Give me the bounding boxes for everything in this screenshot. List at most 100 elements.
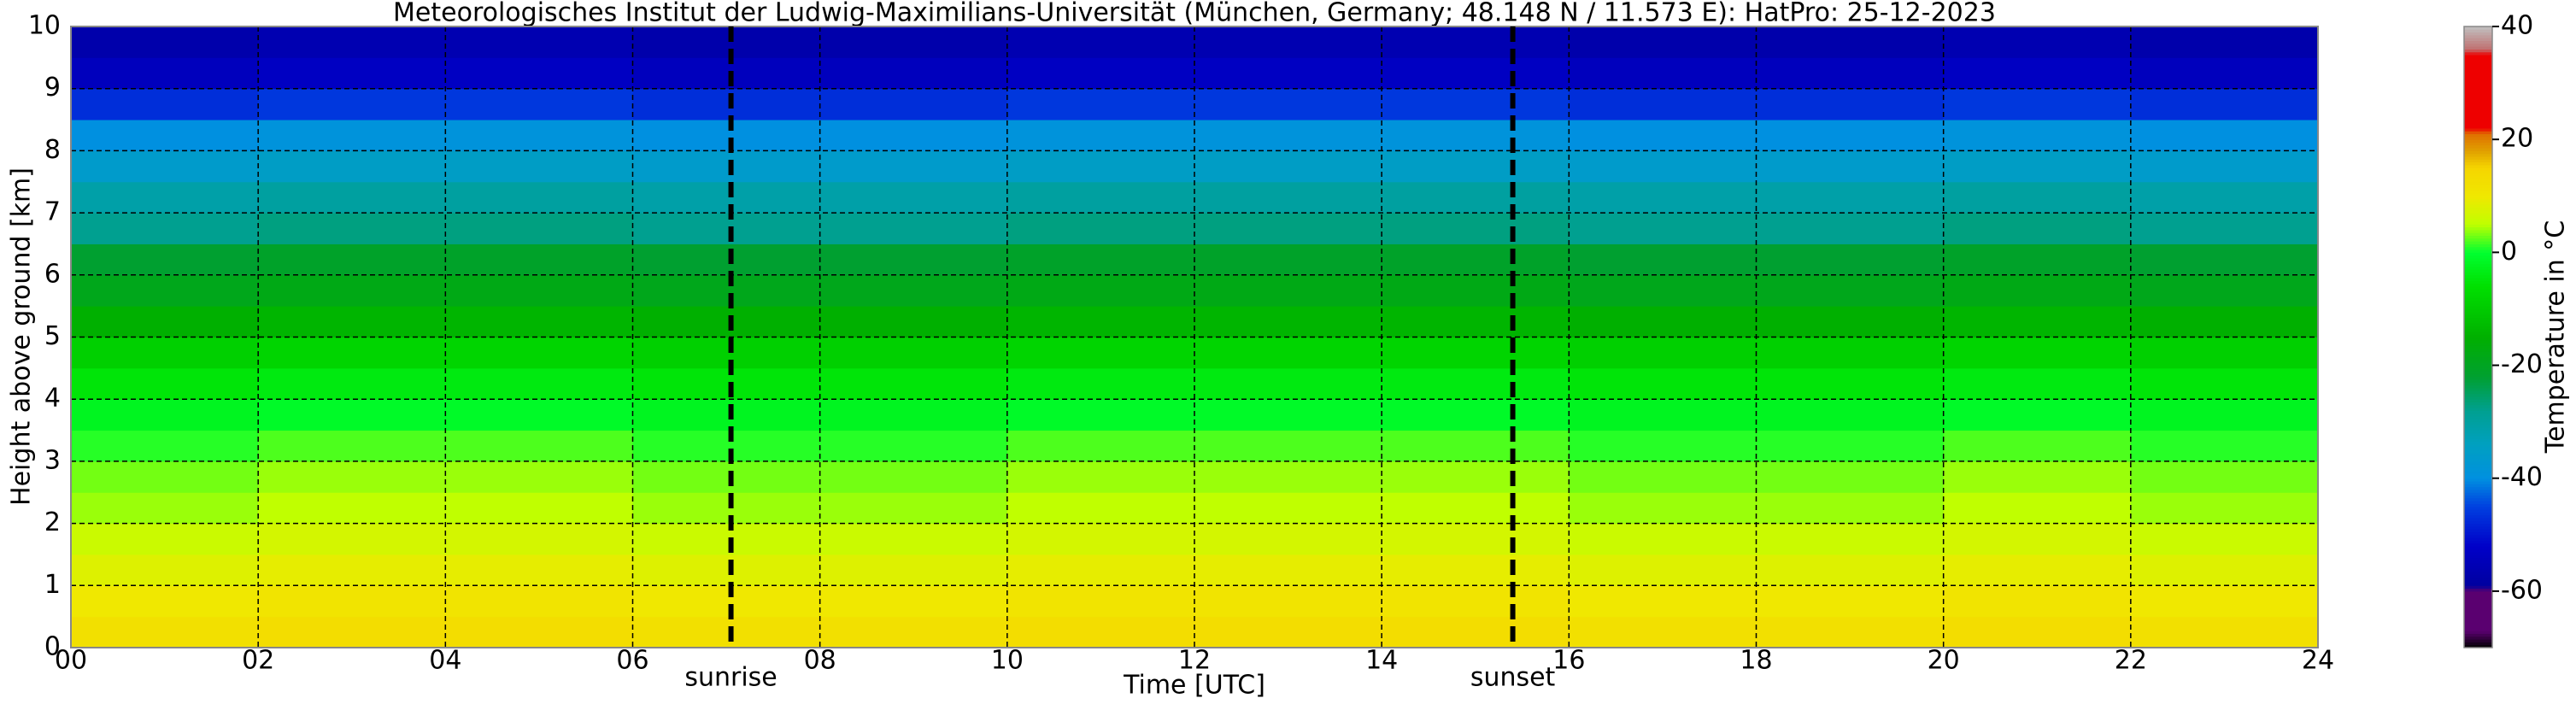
colorbar-segment <box>2464 114 2492 118</box>
colorbar-segment <box>2464 71 2492 75</box>
colorbar-segment <box>2464 531 2492 536</box>
colorbar-segment <box>2464 501 2492 504</box>
colorbar-segment <box>2464 534 2492 538</box>
heatmap-cell <box>445 554 633 586</box>
heatmap-cell <box>1382 367 1570 400</box>
heatmap-cell <box>2130 274 2319 307</box>
heatmap-cell <box>1569 585 1757 618</box>
colorbar-segment <box>2464 579 2492 584</box>
colorbar-segment <box>2464 286 2492 290</box>
colorbar-segment <box>2464 622 2492 626</box>
colorbar-segment <box>2464 302 2492 307</box>
heatmap-cell <box>1569 399 1757 431</box>
colorbar-segment <box>2464 582 2492 586</box>
colorbar-segment <box>2464 317 2492 321</box>
heatmap-cell <box>258 88 446 120</box>
heatmap-cell <box>1756 213 1945 244</box>
colorbar-segment <box>2464 125 2492 129</box>
heatmap-cell <box>258 181 446 214</box>
colorbar-segment <box>2464 38 2492 42</box>
heatmap-cell <box>2130 367 2319 400</box>
colorbar-segment <box>2464 376 2492 380</box>
heatmap-cell <box>445 120 633 151</box>
colorbar-segment <box>2464 144 2492 149</box>
colorbar-segment <box>2464 320 2492 324</box>
colorbar-segment <box>2464 34 2492 38</box>
colorbar-label: Temperature in °C <box>2541 220 2571 454</box>
colorbar-segment <box>2464 432 2492 437</box>
colorbar-segment <box>2464 322 2492 326</box>
heatmap-cell <box>819 585 1008 618</box>
heatmap-cell <box>1756 274 1945 307</box>
heatmap-cell <box>445 430 633 462</box>
colorbar-segment <box>2464 441 2492 445</box>
colorbar-segment <box>2464 278 2492 281</box>
colorbar-segment <box>2464 62 2492 67</box>
heatmap-cell <box>1943 430 2132 462</box>
colorbar-segment <box>2464 103 2492 107</box>
heatmap-cell <box>71 274 259 307</box>
colorbar-segment <box>2464 204 2492 208</box>
heatmap-cell <box>258 523 446 555</box>
heatmap-cell <box>1756 492 1945 525</box>
heatmap-cell <box>445 274 633 307</box>
heatmap-cell <box>1006 57 1195 90</box>
heatmap-cell <box>1943 181 2132 214</box>
heatmap-cell <box>1569 616 1757 648</box>
heatmap-cell <box>258 492 446 525</box>
heatmap-cell <box>1006 120 1195 151</box>
heatmap-cell <box>819 554 1008 586</box>
heatmap-cell <box>1194 616 1382 648</box>
colorbar-segment <box>2464 475 2492 479</box>
heatmap-cell <box>632 181 821 214</box>
heatmap-cell <box>445 150 633 183</box>
colorbar-segment <box>2464 51 2492 56</box>
heatmap-cell <box>1569 120 1757 151</box>
heatmap-cell <box>1756 88 1945 120</box>
colorbar-segment <box>2464 29 2492 33</box>
colorbar-segment <box>2464 509 2492 513</box>
heatmap-cell <box>1382 181 1570 214</box>
colorbar-segment <box>2464 221 2492 225</box>
heatmap-cell <box>1943 554 2132 586</box>
heatmap-cell <box>1194 461 1382 493</box>
colorbar-segment <box>2464 232 2492 237</box>
colorbar-segment <box>2464 274 2492 279</box>
heatmap-cell <box>1006 26 1195 58</box>
y-axis-label: Height above ground [km] <box>7 167 37 506</box>
colorbar-segment <box>2464 139 2492 143</box>
heatmap-cell <box>1756 523 1945 555</box>
heatmap-cell <box>1756 120 1945 151</box>
colorbar-segment <box>2464 99 2492 103</box>
colorbar-segment <box>2464 478 2492 482</box>
heatmap-cell <box>819 213 1008 244</box>
colorbar-segment <box>2464 164 2492 168</box>
heatmap-cell <box>1194 430 1382 462</box>
heatmap-cell <box>1006 213 1195 244</box>
heatmap-cell <box>632 337 821 369</box>
colorbar-segment <box>2464 424 2492 428</box>
colorbar-segment <box>2464 359 2492 363</box>
heatmap-cell <box>1756 26 1945 58</box>
heatmap-cell <box>2130 616 2319 648</box>
annotation-label: sunrise <box>684 663 777 693</box>
colorbar-segment <box>2464 196 2492 200</box>
heatmap-cell <box>1756 181 1945 214</box>
colorbar-segment <box>2464 486 2492 490</box>
colorbar-segment <box>2464 57 2492 62</box>
heatmap-cell <box>445 26 633 58</box>
heatmap-cell <box>1194 306 1382 337</box>
heatmap-cell <box>1194 26 1382 58</box>
heatmap-cell <box>445 585 633 618</box>
colorbar-segment <box>2464 255 2492 259</box>
colorbar-segment <box>2464 229 2492 233</box>
heatmap-cell <box>1006 399 1195 431</box>
colorbar-segment <box>2464 458 2492 462</box>
colorbar-segment <box>2464 543 2492 547</box>
heatmap-cell <box>1194 243 1382 276</box>
y-tick-label: 5 <box>44 321 61 351</box>
heatmap-cell <box>1382 150 1570 183</box>
heatmap-cell <box>1006 585 1195 618</box>
x-tick-label: 22 <box>2115 646 2147 676</box>
colorbar-segment <box>2464 314 2492 318</box>
